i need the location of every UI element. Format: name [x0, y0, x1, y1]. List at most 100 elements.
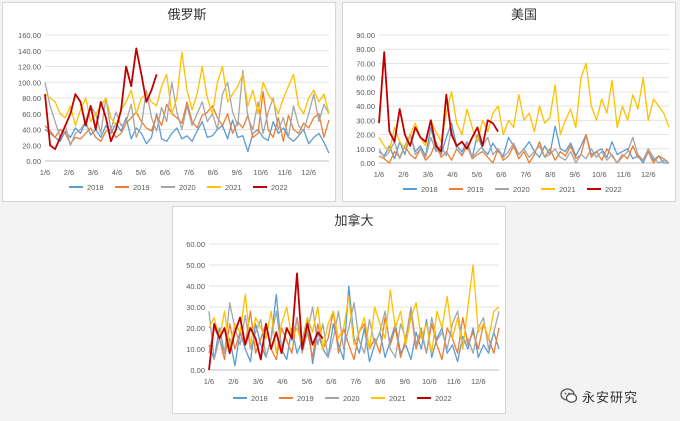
- canada-legend: 2018 2019 2020 2021 2022: [233, 394, 452, 403]
- canada-chart-svg: 加拿大 0.00 10.00 20.00 30.00 40.00 50.00 60.00 1/6…: [186, 213, 500, 403]
- usa-series-2020-line: [378, 128, 670, 164]
- usa-chart: 美国 0.00 10.00 20.00 30.00 40.00 50.00 60.00 70.0…: [342, 2, 676, 202]
- canada-legend-label-2019: 2019: [297, 394, 314, 403]
- usa-legend-label-2019: 2019: [467, 185, 484, 194]
- canada-x-tick-label: 6/6: [326, 377, 336, 386]
- russia-y-tick-label: 80.00: [22, 94, 41, 103]
- canada-x-tick-label: 12/6: [471, 377, 486, 386]
- canada-series-2020-line: [208, 302, 500, 361]
- russia-legend-label-2022: 2022: [271, 183, 288, 192]
- canada-x-tick-label: 5/6: [302, 377, 312, 386]
- canada-legend-label-2021: 2021: [389, 394, 406, 403]
- russia-x-tick-label: 12/6: [301, 168, 316, 177]
- canada-x-tick-label: 11/6: [447, 377, 461, 386]
- usa-x-tick-label: 10/6: [592, 170, 607, 179]
- russia-x-tick-label: 4/6: [112, 168, 122, 177]
- usa-y-tick-label: 80.00: [356, 45, 375, 54]
- russia-x-tick-label: 3/6: [88, 168, 98, 177]
- usa-x-tick-label: 9/6: [570, 170, 580, 179]
- canada-x-tick-label: 8/6: [375, 377, 385, 386]
- canada-title: 加拿大: [334, 213, 373, 228]
- canada-y-tick-label: 40.00: [186, 282, 205, 291]
- usa-x-tick-label: 3/6: [423, 170, 433, 179]
- usa-legend-label-2021: 2021: [559, 185, 576, 194]
- russia-legend-label-2021: 2021: [225, 183, 242, 192]
- usa-chart-svg: 美国 0.00 10.00 20.00 30.00 40.00 50.00 60.00 70.0…: [356, 7, 670, 194]
- canada-x-tick-label: 10/6: [422, 377, 437, 386]
- canada-y-tick-label: 50.00: [186, 261, 205, 270]
- russia-x-tick-label: 11/6: [278, 168, 292, 177]
- russia-series-2018-line: [44, 113, 330, 154]
- russia-y-tick-label: 160.00: [18, 31, 41, 40]
- russia-chart-svg: 俄罗斯 0.00 20.00 40.00 60.00 80.00 100.00 120.00 1…: [18, 7, 330, 192]
- russia-series-2021-line: [44, 51, 330, 127]
- usa-y-tick-label: 40.00: [356, 102, 375, 111]
- canada-chart: 加拿大 0.00 10.00 20.00 30.00 40.00 50.00 60.00 1/6…: [172, 206, 506, 414]
- usa-legend-label-2022: 2022: [605, 185, 622, 194]
- usa-y-tick-label: 0.00: [360, 159, 375, 168]
- usa-x-tick-label: 4/6: [447, 170, 457, 179]
- russia-y-tick-label: 120.00: [18, 63, 41, 72]
- russia-x-tick-label: 2/6: [64, 168, 74, 177]
- usa-y-tick-label: 10.00: [356, 145, 375, 154]
- russia-legend-label-2018: 2018: [87, 183, 104, 192]
- usa-x-tick-label: 11/6: [617, 170, 631, 179]
- russia-x-tick-label: 1/6: [40, 168, 50, 177]
- usa-series-2019-line: [378, 133, 670, 164]
- usa-x-tick-label: 6/6: [496, 170, 506, 179]
- russia-title: 俄罗斯: [167, 7, 206, 22]
- russia-y-tick-label: 20.00: [22, 141, 41, 150]
- russia-x-tick-label: 9/6: [232, 168, 242, 177]
- russia-x-tick-label: 7/6: [184, 168, 194, 177]
- russia-series-2022-line: [44, 47, 158, 151]
- russia-x-tick-label: 6/6: [160, 168, 170, 177]
- usa-series-2022-line: [378, 51, 499, 153]
- usa-y-tick-label: 60.00: [356, 74, 375, 83]
- russia-series-2020-line: [44, 69, 330, 146]
- russia-y-tick-label: 100.00: [18, 78, 41, 87]
- russia-legend: 2018 2019 2020 2021 2022: [69, 183, 288, 192]
- russia-legend-label-2019: 2019: [133, 183, 150, 192]
- canada-x-tick-label: 3/6: [253, 377, 263, 386]
- russia-y-tick-label: 140.00: [18, 47, 41, 56]
- canada-y-tick-label: 0.00: [190, 366, 205, 375]
- canada-y-tick-label: 30.00: [186, 303, 205, 312]
- usa-x-tick-label: 7/6: [521, 170, 531, 179]
- canada-x-tick-label: 4/6: [277, 377, 287, 386]
- canada-series-2018-line: [208, 285, 500, 367]
- usa-y-tick-label: 90.00: [356, 31, 375, 40]
- canada-x-tick-label: 2/6: [228, 377, 238, 386]
- watermark: 永安研究: [560, 385, 675, 407]
- usa-x-tick-label: 8/6: [545, 170, 555, 179]
- canada-legend-label-2020: 2020: [343, 394, 360, 403]
- russia-x-tick-label: 5/6: [136, 168, 146, 177]
- canada-series-2022-line: [208, 272, 324, 371]
- russia-x-tick-label: 10/6: [253, 168, 268, 177]
- usa-x-tick-label: 12/6: [641, 170, 656, 179]
- canada-y-tick-label: 60.00: [186, 240, 205, 249]
- canada-y-tick-label: 20.00: [186, 324, 205, 333]
- usa-x-tick-label: 2/6: [398, 170, 408, 179]
- russia-y-tick-label: 0.00: [26, 157, 41, 166]
- canada-x-tick-label: 7/6: [351, 377, 361, 386]
- russia-legend-label-2020: 2020: [179, 183, 196, 192]
- usa-y-tick-label: 30.00: [356, 116, 375, 125]
- russia-y-tick-label: 60.00: [22, 110, 41, 119]
- usa-y-tick-label: 70.00: [356, 59, 375, 68]
- usa-legend: 2018 2019 2020 2021 2022: [403, 185, 622, 194]
- watermark-text: 永安研究: [582, 390, 639, 406]
- usa-x-tick-label: 5/6: [472, 170, 482, 179]
- usa-y-tick-label: 20.00: [356, 131, 375, 140]
- usa-y-tick-label: 50.00: [356, 88, 375, 97]
- canada-series-2021-line: [208, 264, 500, 354]
- canada-legend-label-2018: 2018: [251, 394, 268, 403]
- russia-y-tick-label: 40.00: [22, 126, 41, 135]
- russia-series-2019-line: [44, 91, 330, 145]
- usa-legend-label-2020: 2020: [513, 185, 530, 194]
- russia-chart: 俄罗斯 0.00 20.00 40.00 60.00 80.00 100.00 120.00 1…: [2, 2, 336, 202]
- canada-y-tick-label: 10.00: [186, 345, 205, 354]
- russia-x-tick-label: 8/6: [208, 168, 218, 177]
- canada-x-tick-label: 9/6: [400, 377, 410, 386]
- canada-x-tick-label: 1/6: [204, 377, 214, 386]
- canada-legend-label-2022: 2022: [435, 394, 452, 403]
